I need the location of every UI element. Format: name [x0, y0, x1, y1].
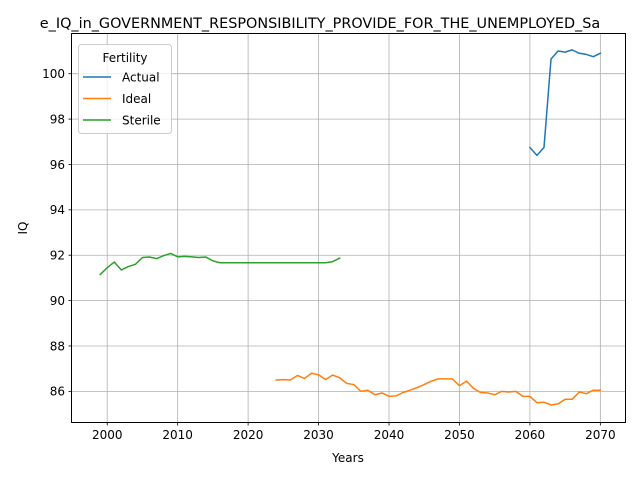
- x-tick-label: 2030: [303, 428, 334, 442]
- y-axis-ticks: 86 88 90 92 94 96 98 100: [42, 67, 72, 399]
- plot-frame: [71, 33, 626, 423]
- y-axis-label: IQ: [16, 222, 30, 235]
- legend-label-sterile: Sterile: [122, 113, 161, 127]
- y-tick-label: 88: [50, 339, 65, 353]
- chart-title: e_IQ_in_GOVERNMENT_RESPONSIBILITY_PROVID…: [40, 16, 600, 32]
- y-tick-label: 92: [50, 249, 65, 263]
- series-line-sterile: [99, 252, 341, 276]
- x-tick-label: 2070: [585, 428, 616, 442]
- legend-entries: Actual Ideal Sterile: [83, 70, 161, 127]
- series-line-actual: [528, 49, 602, 157]
- x-tick-label: 2040: [374, 428, 405, 442]
- y-tick-label: 100: [42, 67, 65, 81]
- x-axis-ticks: 2000 2010 2020 2030 2040 2050 2060 2070: [92, 422, 616, 442]
- x-tick-label: 2010: [162, 428, 193, 442]
- y-tick-label: 90: [50, 294, 65, 308]
- y-tick-label: 96: [50, 158, 65, 172]
- x-tick-label: 2060: [515, 428, 546, 442]
- series-line-ideal: [275, 372, 602, 406]
- legend: Fertility Actual Ideal Sterile: [78, 44, 172, 134]
- y-tick-label: 98: [50, 112, 65, 126]
- legend-box: [78, 44, 172, 134]
- y-tick-label: 94: [50, 203, 65, 217]
- grid-lines: [72, 34, 625, 422]
- legend-title: Fertility: [102, 51, 147, 65]
- x-axis-label: Years: [331, 451, 364, 465]
- x-tick-label: 2020: [233, 428, 264, 442]
- x-tick-label: 2050: [444, 428, 475, 442]
- x-tick-label: 2000: [92, 428, 123, 442]
- y-tick-label: 86: [50, 385, 65, 399]
- series-group: [99, 49, 602, 406]
- legend-label-ideal: Ideal: [122, 92, 151, 106]
- legend-label-actual: Actual: [122, 70, 160, 84]
